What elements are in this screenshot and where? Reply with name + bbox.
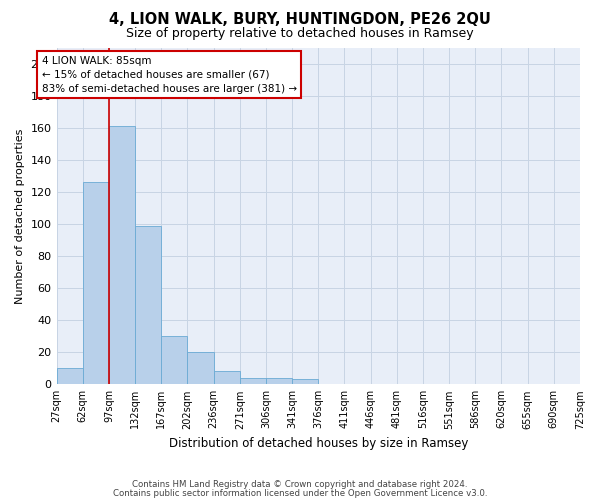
Bar: [56, 368, 83, 384]
X-axis label: Distribution of detached houses by size in Ramsey: Distribution of detached houses by size …: [169, 437, 468, 450]
Text: 4 LION WALK: 85sqm
← 15% of detached houses are smaller (67)
83% of semi-detache: 4 LION WALK: 85sqm ← 15% of detached hou…: [41, 56, 297, 94]
Bar: [109, 126, 135, 384]
Bar: [161, 336, 187, 384]
Text: 4, LION WALK, BURY, HUNTINGDON, PE26 2QU: 4, LION WALK, BURY, HUNTINGDON, PE26 2QU: [109, 12, 491, 28]
Text: Size of property relative to detached houses in Ramsey: Size of property relative to detached ho…: [126, 28, 474, 40]
Bar: [135, 226, 161, 384]
Y-axis label: Number of detached properties: Number of detached properties: [15, 128, 25, 304]
Bar: [292, 380, 318, 384]
Bar: [214, 372, 240, 384]
Bar: [240, 378, 266, 384]
Text: Contains public sector information licensed under the Open Government Licence v3: Contains public sector information licen…: [113, 489, 487, 498]
Text: Contains HM Land Registry data © Crown copyright and database right 2024.: Contains HM Land Registry data © Crown c…: [132, 480, 468, 489]
Bar: [187, 352, 214, 384]
Bar: [83, 182, 109, 384]
Bar: [266, 378, 292, 384]
